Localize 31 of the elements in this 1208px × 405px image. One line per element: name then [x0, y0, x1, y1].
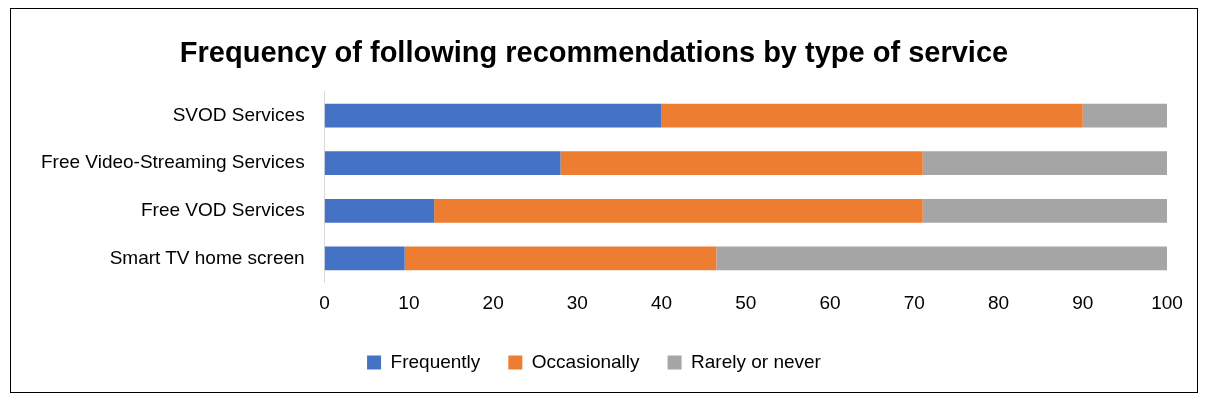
x-tick-label: 60: [819, 291, 841, 313]
x-tick-label: 50: [735, 291, 757, 313]
bar: [922, 151, 1167, 176]
x-tick-label: 80: [987, 291, 1010, 313]
x-tick-label: 40: [651, 291, 673, 313]
y-tick-label: Smart TV home screen: [109, 246, 305, 268]
y-tick-label: Free Video-Streaming Services: [41, 151, 305, 173]
legend-label: Occasionally: [531, 350, 641, 372]
y-tick-label: SVOD Services: [172, 103, 305, 125]
bar: [434, 198, 923, 223]
bar: [324, 198, 435, 223]
bar: [324, 151, 561, 176]
bar: [324, 103, 662, 128]
bar: [922, 198, 1167, 223]
bar: [716, 246, 1167, 271]
chart-title: Frequency of following recommendations by type of service: [179, 36, 1009, 69]
x-tick-label: 30: [566, 291, 588, 313]
x-tick-label: 100: [1151, 291, 1183, 313]
x-tick-label: 70: [903, 291, 925, 313]
x-tick-label: 0: [319, 291, 330, 313]
y-tick-label: Free VOD Services: [141, 199, 305, 221]
bar: [560, 151, 923, 176]
bar: [1082, 103, 1167, 128]
bar: [324, 246, 405, 271]
bar: [404, 246, 717, 271]
bar: [661, 103, 1083, 128]
legend-label: Rarely or never: [691, 350, 822, 372]
x-tick-label: 90: [1072, 291, 1094, 313]
legend-label: Frequently: [390, 350, 481, 372]
x-tick-label: 10: [398, 291, 420, 313]
x-tick-label: 20: [482, 291, 504, 313]
